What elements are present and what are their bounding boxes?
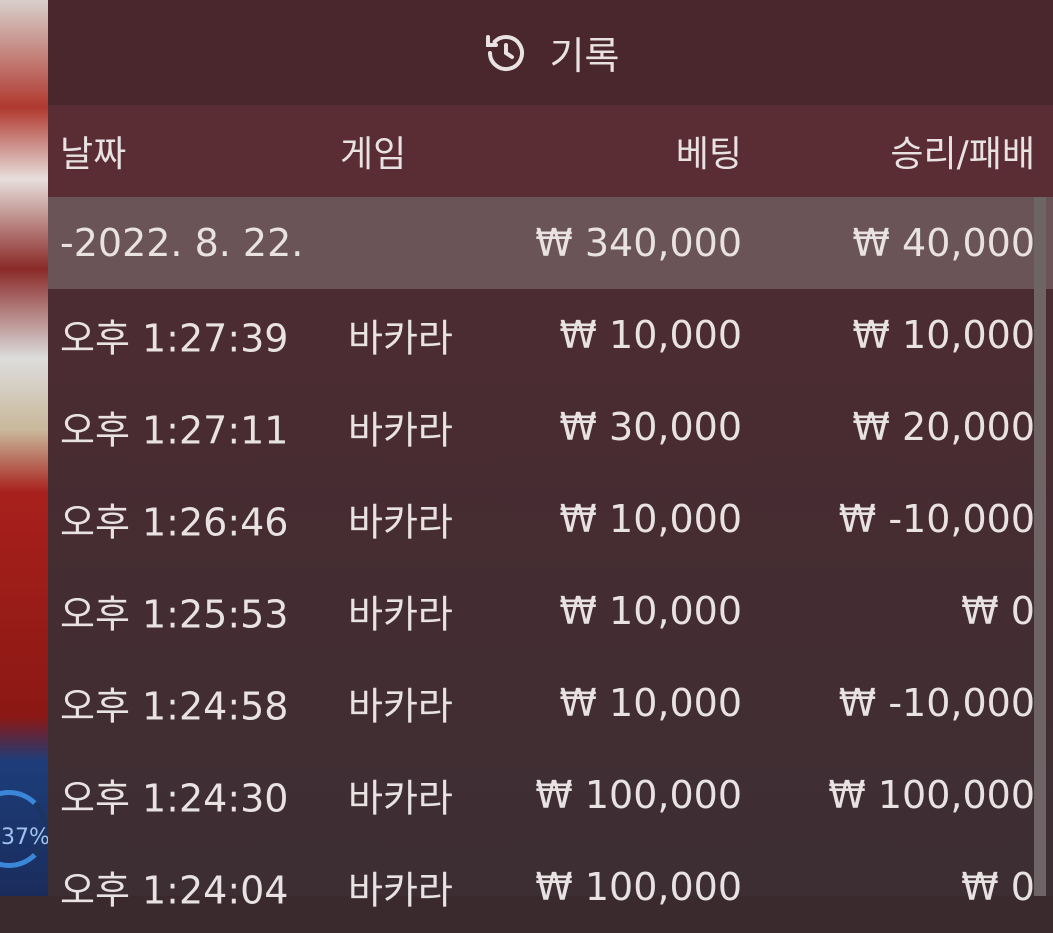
gauge-label: 37%: [1, 825, 50, 850]
row-time: 오후 1:26:46: [60, 500, 289, 545]
panel-header: 기록: [48, 0, 1053, 105]
table-row[interactable]: 오후 1:27:11 바카라 ₩ 30,000 ₩ 20,000: [48, 381, 1053, 473]
table-row[interactable]: 오후 1:25:53 바카라 ₩ 10,000 ₩ 0: [48, 565, 1053, 657]
date-group-row[interactable]: -2022. 8. 22. ₩ 340,000 ₩ 40,000: [48, 197, 1053, 289]
group-date: -2022. 8. 22.: [60, 221, 304, 265]
history-panel: 기록 날짜 게임 베팅 승리/패배 -2022. 8. 22. ₩ 340,00…: [48, 0, 1053, 913]
row-game: 바카라: [348, 684, 453, 729]
row-bet: ₩ 100,000: [535, 865, 742, 909]
row-bet: ₩ 10,000: [559, 497, 742, 541]
history-icon: [485, 34, 524, 71]
row-game: 바카라: [348, 776, 453, 821]
group-result-total: ₩ 40,000: [852, 221, 1035, 265]
row-game: 바카라: [348, 316, 453, 361]
column-game[interactable]: 게임: [340, 134, 407, 175]
column-headers: 날짜 게임 베팅 승리/패배: [48, 105, 1053, 197]
row-bet: ₩ 10,000: [559, 681, 742, 725]
scrollbar[interactable]: [1034, 197, 1046, 896]
row-bet: ₩ 30,000: [559, 405, 742, 449]
row-game: 바카라: [348, 868, 453, 913]
row-bet: ₩ 100,000: [535, 773, 742, 817]
column-result[interactable]: 승리/패배: [890, 134, 1035, 175]
row-time: 오후 1:24:58: [60, 684, 289, 729]
row-result: ₩ 10,000: [852, 313, 1035, 357]
row-time: 오후 1:27:39: [60, 316, 289, 361]
row-result: ₩ 100,000: [828, 773, 1035, 817]
row-time: 오후 1:25:53: [60, 592, 289, 637]
row-result: ₩ -10,000: [838, 681, 1035, 725]
row-result: ₩ 0: [961, 865, 1035, 909]
table-row[interactable]: 오후 1:26:46 바카라 ₩ 10,000 ₩ -10,000: [48, 473, 1053, 565]
column-date[interactable]: 날짜: [60, 134, 127, 175]
game-background: [0, 0, 50, 896]
panel-title: 기록: [549, 34, 620, 78]
row-result: ₩ 20,000: [852, 405, 1035, 449]
row-time: 오후 1:27:11: [60, 408, 289, 453]
column-bet[interactable]: 베팅: [675, 134, 742, 175]
row-bet: ₩ 10,000: [559, 589, 742, 633]
row-game: 바카라: [348, 592, 453, 637]
table-row[interactable]: 오후 1:24:04 바카라 ₩ 100,000 ₩ 0: [48, 841, 1053, 933]
row-game: 바카라: [348, 500, 453, 545]
table-row[interactable]: 오후 1:27:39 바카라 ₩ 10,000 ₩ 10,000: [48, 289, 1053, 381]
table-row[interactable]: 오후 1:24:30 바카라 ₩ 100,000 ₩ 100,000: [48, 749, 1053, 841]
row-bet: ₩ 10,000: [559, 313, 742, 357]
row-result: ₩ -10,000: [838, 497, 1035, 541]
row-time: 오후 1:24:30: [60, 776, 289, 821]
row-game: 바카라: [348, 408, 453, 453]
row-result: ₩ 0: [961, 589, 1035, 633]
row-time: 오후 1:24:04: [60, 868, 289, 913]
table-row[interactable]: 오후 1:24:58 바카라 ₩ 10,000 ₩ -10,000: [48, 657, 1053, 749]
group-bet-total: ₩ 340,000: [535, 221, 742, 265]
